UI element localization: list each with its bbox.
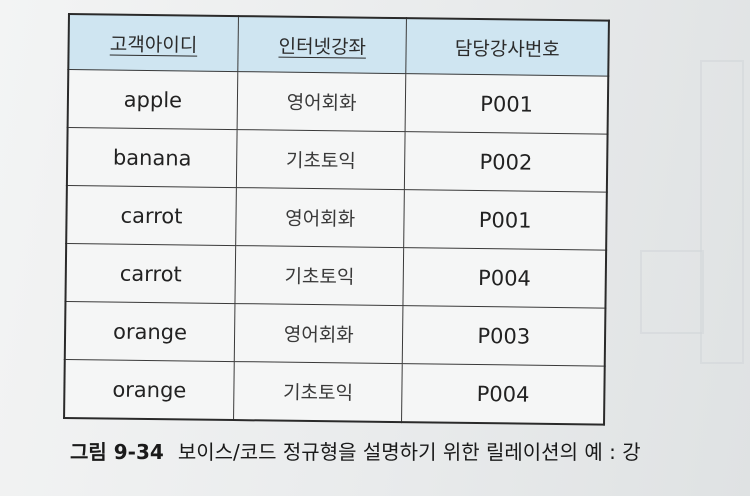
cell-course: 기초토익: [236, 129, 406, 190]
cell-course: 기초토익: [234, 245, 405, 306]
cell-instructor-id: P001: [405, 73, 609, 135]
cell-course: 기초토익: [233, 361, 403, 423]
table-row: carrot 기초토익 P004: [65, 243, 607, 309]
cell-course: 영어회화: [235, 187, 405, 248]
primary-key-label: 인터넷강좌: [278, 35, 367, 59]
table-row: orange 기초토익 P004: [64, 359, 605, 425]
table-row: carrot 영어회화 P001: [66, 185, 607, 251]
figure-number: 그림 9-34: [70, 440, 164, 464]
bleed-through-box: [700, 60, 744, 364]
figure-caption: 그림 9-34 보이스/코드 정규형을 설명하기 위한 릴레이션의 예 : 강: [70, 436, 750, 465]
table-row: banana 기초토익 P002: [66, 127, 608, 193]
cell-customer-id: carrot: [66, 185, 237, 246]
cell-customer-id: orange: [64, 301, 235, 362]
table-row: apple 영어회화 P001: [67, 69, 609, 135]
cell-customer-id: apple: [67, 69, 238, 130]
table-header-row: 고객아이디 인터넷강좌 담당강사번호: [68, 14, 609, 77]
cell-instructor-id: P004: [403, 247, 607, 309]
relation-table: 고객아이디 인터넷강좌 담당강사번호 apple 영어회화 P001 banan…: [63, 13, 610, 426]
cell-customer-id: orange: [64, 359, 235, 421]
cell-instructor-id: P004: [401, 363, 605, 425]
cell-instructor-id: P001: [404, 189, 607, 251]
cell-customer-id: banana: [66, 127, 238, 188]
cell-instructor-id: P003: [402, 305, 606, 367]
column-header-course: 인터넷강좌: [237, 16, 407, 74]
cell-course: 영어회화: [234, 303, 404, 364]
relation-table-container: 고객아이디 인터넷강좌 담당강사번호 apple 영어회화 P001 banan…: [63, 13, 610, 426]
cell-customer-id: carrot: [65, 243, 236, 304]
primary-key-label: 고객아이디: [109, 33, 198, 57]
cell-course: 영어회화: [237, 71, 407, 132]
caption-text: 보이스/코드 정규형을 설명하기 위한 릴레이션의 예 : 강: [177, 440, 641, 464]
cell-instructor-id: P002: [404, 131, 608, 193]
column-header-customer-id: 고객아이디: [68, 14, 239, 72]
table-row: orange 영어회화 P003: [64, 301, 606, 367]
bleed-through-box: [640, 250, 704, 334]
column-header-instructor-id: 담당강사번호: [406, 18, 609, 77]
